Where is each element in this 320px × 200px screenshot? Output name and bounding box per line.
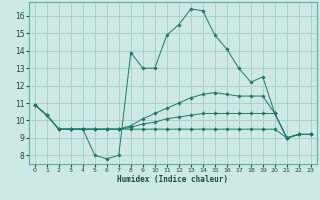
X-axis label: Humidex (Indice chaleur): Humidex (Indice chaleur) xyxy=(117,175,228,184)
